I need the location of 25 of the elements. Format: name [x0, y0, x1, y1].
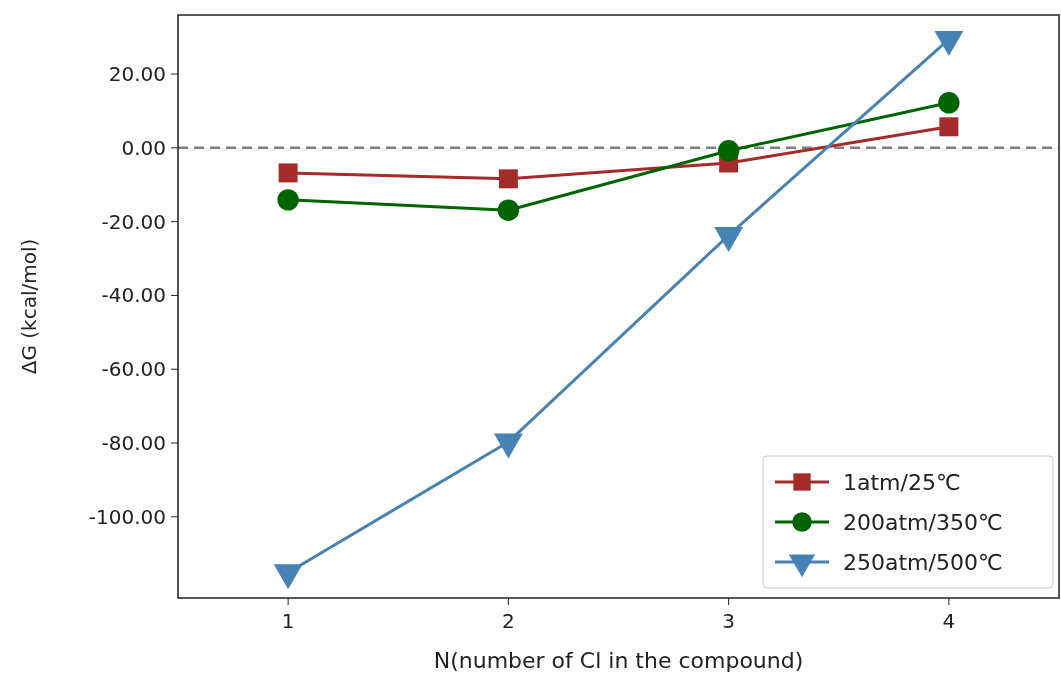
point [497, 199, 520, 221]
point [939, 117, 959, 137]
point [938, 92, 960, 114]
legend-label: 250atm/500℃ [843, 550, 1003, 575]
point [493, 433, 523, 459]
point [273, 564, 303, 590]
y-tick-label: 0.00 [121, 135, 166, 160]
y-tick-label: -40.00 [101, 283, 166, 308]
y-tick-label: 20.00 [108, 62, 166, 87]
y-tick-label: -100.00 [88, 504, 166, 529]
point [498, 169, 518, 189]
x-tick-label: 3 [722, 609, 735, 633]
y-axis-title: ΔG (kcal/mol) [17, 238, 41, 375]
legend-label: 1atm/25℃ [843, 470, 961, 495]
point [717, 140, 740, 162]
point [277, 189, 299, 211]
x-tick-label: 4 [942, 609, 956, 633]
y-tick-label: -60.00 [101, 357, 166, 382]
legend-label: 200atm/350℃ [843, 510, 1003, 535]
x-tick-label: 2 [502, 609, 515, 633]
x-tick-label: 1 [281, 609, 295, 633]
y-tick-label: -20.00 [101, 209, 166, 234]
point [278, 163, 298, 183]
y-tick-label: -80.00 [101, 431, 166, 456]
x-axis-title: N(number of Cl in the compound) [433, 648, 804, 673]
